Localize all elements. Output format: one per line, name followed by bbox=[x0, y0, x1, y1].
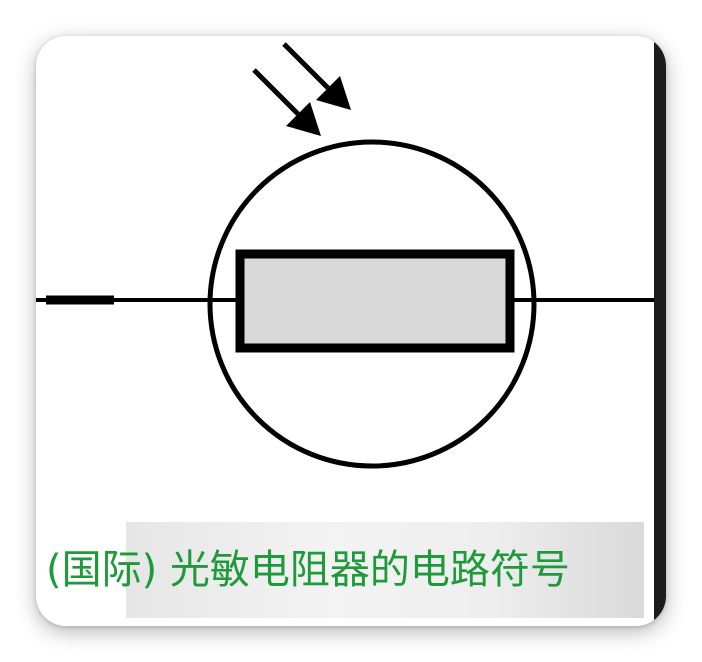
enclosure-circle bbox=[207, 139, 537, 469]
photoresistor-symbol bbox=[36, 42, 656, 469]
resistor-body bbox=[235, 249, 515, 353]
light-arrow-icon bbox=[282, 42, 351, 110]
diagram-caption: (国际) 光敏电阻器的电路符号 bbox=[46, 547, 570, 593]
card-right-edge bbox=[654, 36, 666, 626]
image-card[interactable]: (国际) 光敏电阻器的电路符号 bbox=[36, 36, 666, 626]
caption-background bbox=[126, 522, 644, 618]
light-arrow-icon bbox=[252, 68, 321, 136]
